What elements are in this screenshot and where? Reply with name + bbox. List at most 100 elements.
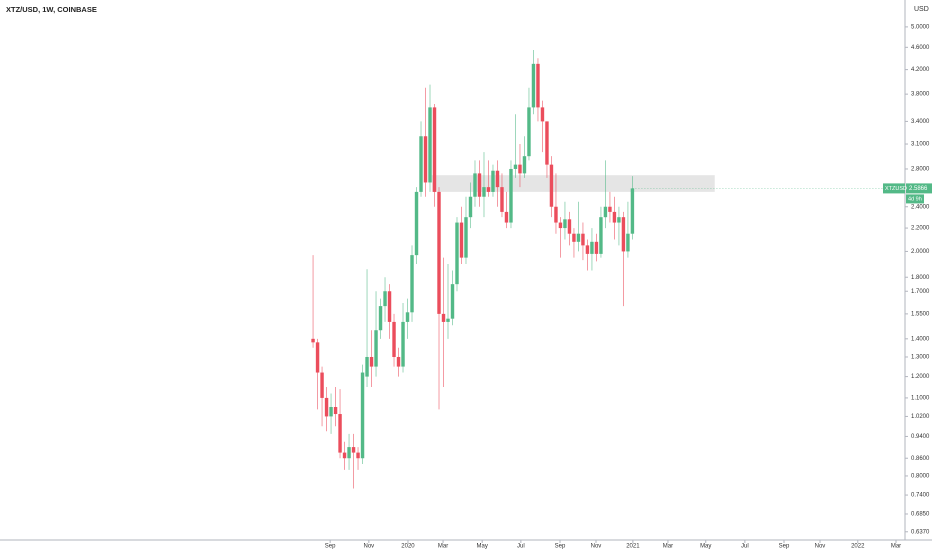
candle-body <box>423 136 428 183</box>
x-tick-label: Mar <box>891 544 901 550</box>
candle-body <box>338 414 342 453</box>
candle-body <box>419 136 423 192</box>
candle-body <box>356 452 360 459</box>
symbol-label: XTZUSD <box>885 186 907 192</box>
candle-body <box>468 196 473 218</box>
candle-body <box>428 107 432 183</box>
candle-body <box>464 217 468 258</box>
x-tick-label: May <box>700 544 711 550</box>
x-tick-label: Jul <box>517 544 525 550</box>
last-price-box <box>906 183 932 194</box>
candle-body <box>315 342 320 373</box>
y-tick-label: 2.8000 <box>911 167 930 173</box>
candle-body <box>473 173 477 197</box>
candle-body <box>446 318 450 322</box>
candle-body <box>495 170 500 188</box>
y-tick-label: 0.8000 <box>911 474 930 480</box>
candle-body <box>500 187 504 212</box>
candle-body <box>455 222 459 285</box>
candle-body <box>320 372 324 398</box>
candle-body <box>432 107 437 192</box>
candle-body <box>441 313 446 322</box>
y-tick-label: 1.5500 <box>911 311 930 317</box>
countdown-label: 4d 9h <box>908 196 922 202</box>
candle-body <box>563 219 567 229</box>
candle-body <box>518 164 522 174</box>
candle-body <box>333 406 338 415</box>
candle-body <box>387 291 392 322</box>
y-tick-label: 3.4000 <box>911 119 930 125</box>
y-tick-label: 3.1000 <box>911 142 930 148</box>
candle-body <box>329 406 333 417</box>
candle-body <box>630 188 635 234</box>
y-tick-label: 0.6370 <box>911 529 930 535</box>
x-tick-label: 2022 <box>851 544 865 550</box>
candle-body <box>378 306 383 331</box>
x-tick-label: 2020 <box>401 544 415 550</box>
candle-body <box>342 452 347 459</box>
candle-body <box>531 63 536 108</box>
candle-body <box>369 356 374 367</box>
x-tick-label: May <box>477 544 488 550</box>
y-tick-label: 0.6850 <box>911 512 930 518</box>
y-tick-label: 0.9400 <box>911 434 930 440</box>
symbol-box <box>883 183 905 194</box>
currency-label: USD <box>914 6 929 13</box>
candle-body <box>383 291 387 307</box>
candle-body <box>572 233 576 242</box>
candle-body <box>477 173 482 197</box>
candle-body <box>324 397 329 417</box>
candle-body <box>540 107 545 122</box>
y-tick-label: 0.7400 <box>911 493 930 499</box>
candle-body <box>486 187 491 192</box>
x-tick-label: Mar <box>663 544 673 550</box>
candle-body <box>545 121 549 165</box>
y-tick-label: 0.8600 <box>911 456 930 462</box>
y-tick-label: 1.3000 <box>911 355 930 361</box>
candle-body <box>608 206 612 212</box>
y-tick-label: 2.4000 <box>911 204 930 210</box>
candle-body <box>374 330 378 367</box>
candle-body <box>405 312 410 322</box>
candle-body <box>401 321 405 367</box>
candle-body <box>414 191 419 256</box>
candle-body <box>491 170 495 192</box>
y-tick-label: 5.0000 <box>911 24 930 30</box>
y-tick-label: 2.2000 <box>911 226 930 232</box>
y-tick-label: 1.2000 <box>911 374 930 380</box>
candle-body <box>351 447 356 453</box>
candle-body <box>612 211 617 223</box>
y-tick-label: 1.4000 <box>911 336 930 342</box>
candle-body <box>392 321 396 357</box>
x-tick-label: Sep <box>325 544 336 550</box>
candle-body <box>450 284 455 319</box>
candle-body <box>504 211 509 223</box>
last-price-label: 2.5866 <box>909 186 928 192</box>
candle-body <box>522 156 527 174</box>
candle-body <box>410 255 414 313</box>
candle-body <box>590 241 594 254</box>
y-tick-label: 4.2000 <box>911 67 930 73</box>
candle-body <box>554 206 558 223</box>
candle-body <box>603 206 608 218</box>
x-tick-label: Sep <box>555 544 566 550</box>
candle-body <box>617 217 621 223</box>
countdown-box <box>906 194 924 204</box>
x-tick-label: Nov <box>815 544 826 550</box>
candle-body <box>626 233 630 252</box>
candle-body <box>527 107 531 157</box>
x-tick-label: Jul <box>741 544 749 550</box>
y-tick-label: 4.6000 <box>911 45 930 51</box>
x-tick-label: Mar <box>438 544 448 550</box>
x-tick-label: Sep <box>779 544 790 550</box>
candle-body <box>396 356 401 367</box>
candle-body <box>365 356 369 377</box>
y-tick-label: 3.8000 <box>911 92 930 98</box>
candle-body <box>594 241 599 254</box>
candle-body <box>567 219 572 234</box>
candle-body <box>437 191 441 314</box>
y-tick-label: 1.8000 <box>911 275 930 281</box>
candle-body <box>311 338 315 343</box>
